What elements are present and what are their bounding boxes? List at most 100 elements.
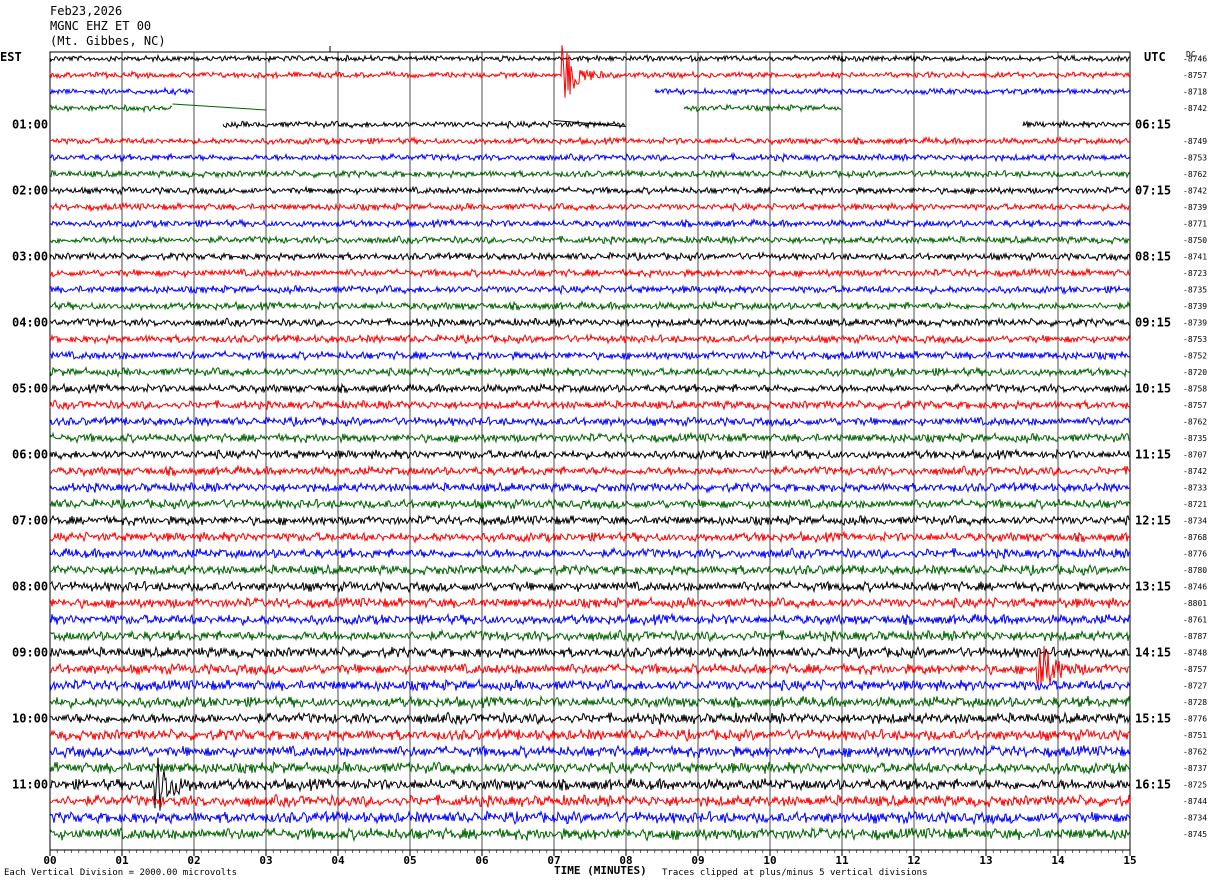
est-hour-label: 03:00: [12, 250, 48, 264]
seismic-trace: [49, 53, 1131, 64]
x-tick-label: 06: [475, 854, 489, 867]
dc-offset-label: -8734: [1183, 814, 1207, 823]
seismic-trace: [49, 563, 1131, 577]
seismic-trace: [49, 316, 1131, 329]
seismic-trace: [49, 267, 1131, 280]
dc-offset-label: -8771: [1183, 220, 1207, 229]
seismic-trace: [50, 628, 1131, 643]
seismic-trace: [49, 497, 1131, 511]
dc-offset-label: -8734: [1183, 517, 1207, 526]
utc-hour-label: 11:15: [1135, 448, 1171, 462]
dc-offset-label: -8753: [1183, 335, 1207, 344]
footer-scale-note: Each Vertical Division = 2000.00 microvo…: [4, 868, 237, 878]
seismic-trace: [49, 366, 1131, 379]
utc-hour-label: 06:15: [1135, 118, 1171, 132]
seismic-trace: [49, 234, 1130, 246]
x-tick-label: 07: [547, 854, 560, 867]
seismic-trace: [49, 744, 1131, 760]
seismic-trace: [49, 185, 1131, 197]
seismic-trace: [49, 86, 1131, 97]
seismic-trace: [49, 677, 1131, 693]
x-tick-label: 01: [115, 854, 129, 867]
x-tick-label: 15: [1123, 854, 1136, 867]
seismic-trace: [49, 646, 1131, 686]
seismic-trace: [49, 546, 1131, 560]
dc-offset-label: -8723: [1183, 269, 1207, 278]
est-hour-label: 08:00: [12, 580, 48, 594]
seismic-trace: [49, 727, 1131, 743]
est-hour-label: 11:00: [12, 778, 48, 792]
utc-hour-label: 09:15: [1135, 316, 1171, 330]
dc-offset-label: -8727: [1183, 682, 1207, 691]
est-hour-label: 01:00: [12, 118, 48, 132]
seismic-trace: [49, 431, 1131, 445]
x-tick-label: 05: [403, 854, 416, 867]
est-hour-label: 07:00: [12, 514, 48, 528]
seismic-trace: [49, 579, 1131, 594]
seismic-trace: [49, 300, 1131, 312]
seismic-trace: [49, 530, 1131, 544]
gap-connector-line: [172, 103, 267, 111]
dc-offset-label: -8776: [1183, 715, 1207, 724]
x-tick-label: 12: [907, 854, 920, 867]
seismic-trace: [49, 415, 1131, 428]
seismic-trace: [49, 826, 1131, 843]
utc-hour-label: 12:15: [1135, 514, 1171, 528]
dc-offset-label: -8720: [1183, 368, 1207, 377]
dc-offset-label: -8748: [1183, 649, 1207, 658]
est-hour-label: 09:00: [12, 646, 48, 660]
utc-hour-label: 07:15: [1135, 184, 1171, 198]
est-hour-label: 10:00: [12, 712, 48, 726]
dc-offset-label: -8750: [1183, 236, 1207, 245]
seismic-trace: [49, 382, 1131, 395]
seismic-trace: [49, 595, 1131, 610]
seismic-trace: [49, 711, 1131, 726]
x-tick-label: 02: [187, 854, 200, 867]
dc-offset-label: -8753: [1183, 154, 1207, 163]
seismic-trace: [49, 793, 1131, 809]
est-hour-label: 04:00: [12, 316, 48, 330]
utc-hour-label: 13:15: [1135, 580, 1171, 594]
dc-offset-label: -8735: [1183, 286, 1207, 295]
dc-offset-label: -8801: [1183, 599, 1207, 608]
dc-offset-label: -8752: [1183, 352, 1207, 361]
est-label: EST: [0, 50, 22, 64]
dc-offset-label: -8707: [1183, 451, 1207, 460]
seismic-trace: [49, 251, 1131, 263]
seismic-trace: [50, 464, 1131, 478]
dc-offset-label: -8718: [1183, 88, 1207, 97]
seismic-trace: [49, 102, 842, 114]
dc-offset-label: -8762: [1183, 170, 1207, 179]
dc-offset-label: -8762: [1183, 748, 1207, 757]
dc-offset-label: -8725: [1183, 781, 1207, 790]
dc-offset-label: -8757: [1183, 71, 1207, 80]
dc-offset-label: -8739: [1183, 302, 1207, 311]
utc-label: UTC: [1144, 50, 1166, 64]
dc-offset-label: -8776: [1183, 550, 1207, 559]
dc-offset-label: -8758: [1183, 385, 1207, 394]
est-hour-label: 05:00: [12, 382, 48, 396]
utc-hour-label: 15:15: [1135, 712, 1171, 726]
seismic-trace: [49, 152, 1131, 163]
dc-offset-label: -8787: [1183, 632, 1207, 641]
seismic-trace: [49, 168, 1131, 180]
dc-offset-label: -8745: [1183, 830, 1207, 839]
x-tick-label: 13: [979, 854, 992, 867]
gap-connector-line: [553, 120, 627, 127]
dc-offset-label: -8737: [1183, 764, 1207, 773]
dc-offset-label: -8762: [1183, 418, 1207, 427]
dc-offset-label: -8721: [1183, 500, 1207, 509]
station-code: MGNC EHZ ET 00: [50, 19, 152, 33]
dc-offset-label: -8742: [1183, 104, 1207, 113]
seismic-trace: [49, 45, 1131, 98]
chart-date: Feb23,2026: [50, 4, 123, 18]
seismic-trace: [49, 283, 1131, 296]
dc-label: DC: [1186, 50, 1196, 59]
seismic-trace: [50, 135, 1131, 147]
est-hour-label: 02:00: [12, 184, 48, 198]
dc-offset-label: -8739: [1183, 203, 1207, 212]
seismic-trace: [50, 201, 1131, 213]
dc-offset-label: -8780: [1183, 566, 1207, 575]
seismic-trace: [49, 217, 1131, 229]
